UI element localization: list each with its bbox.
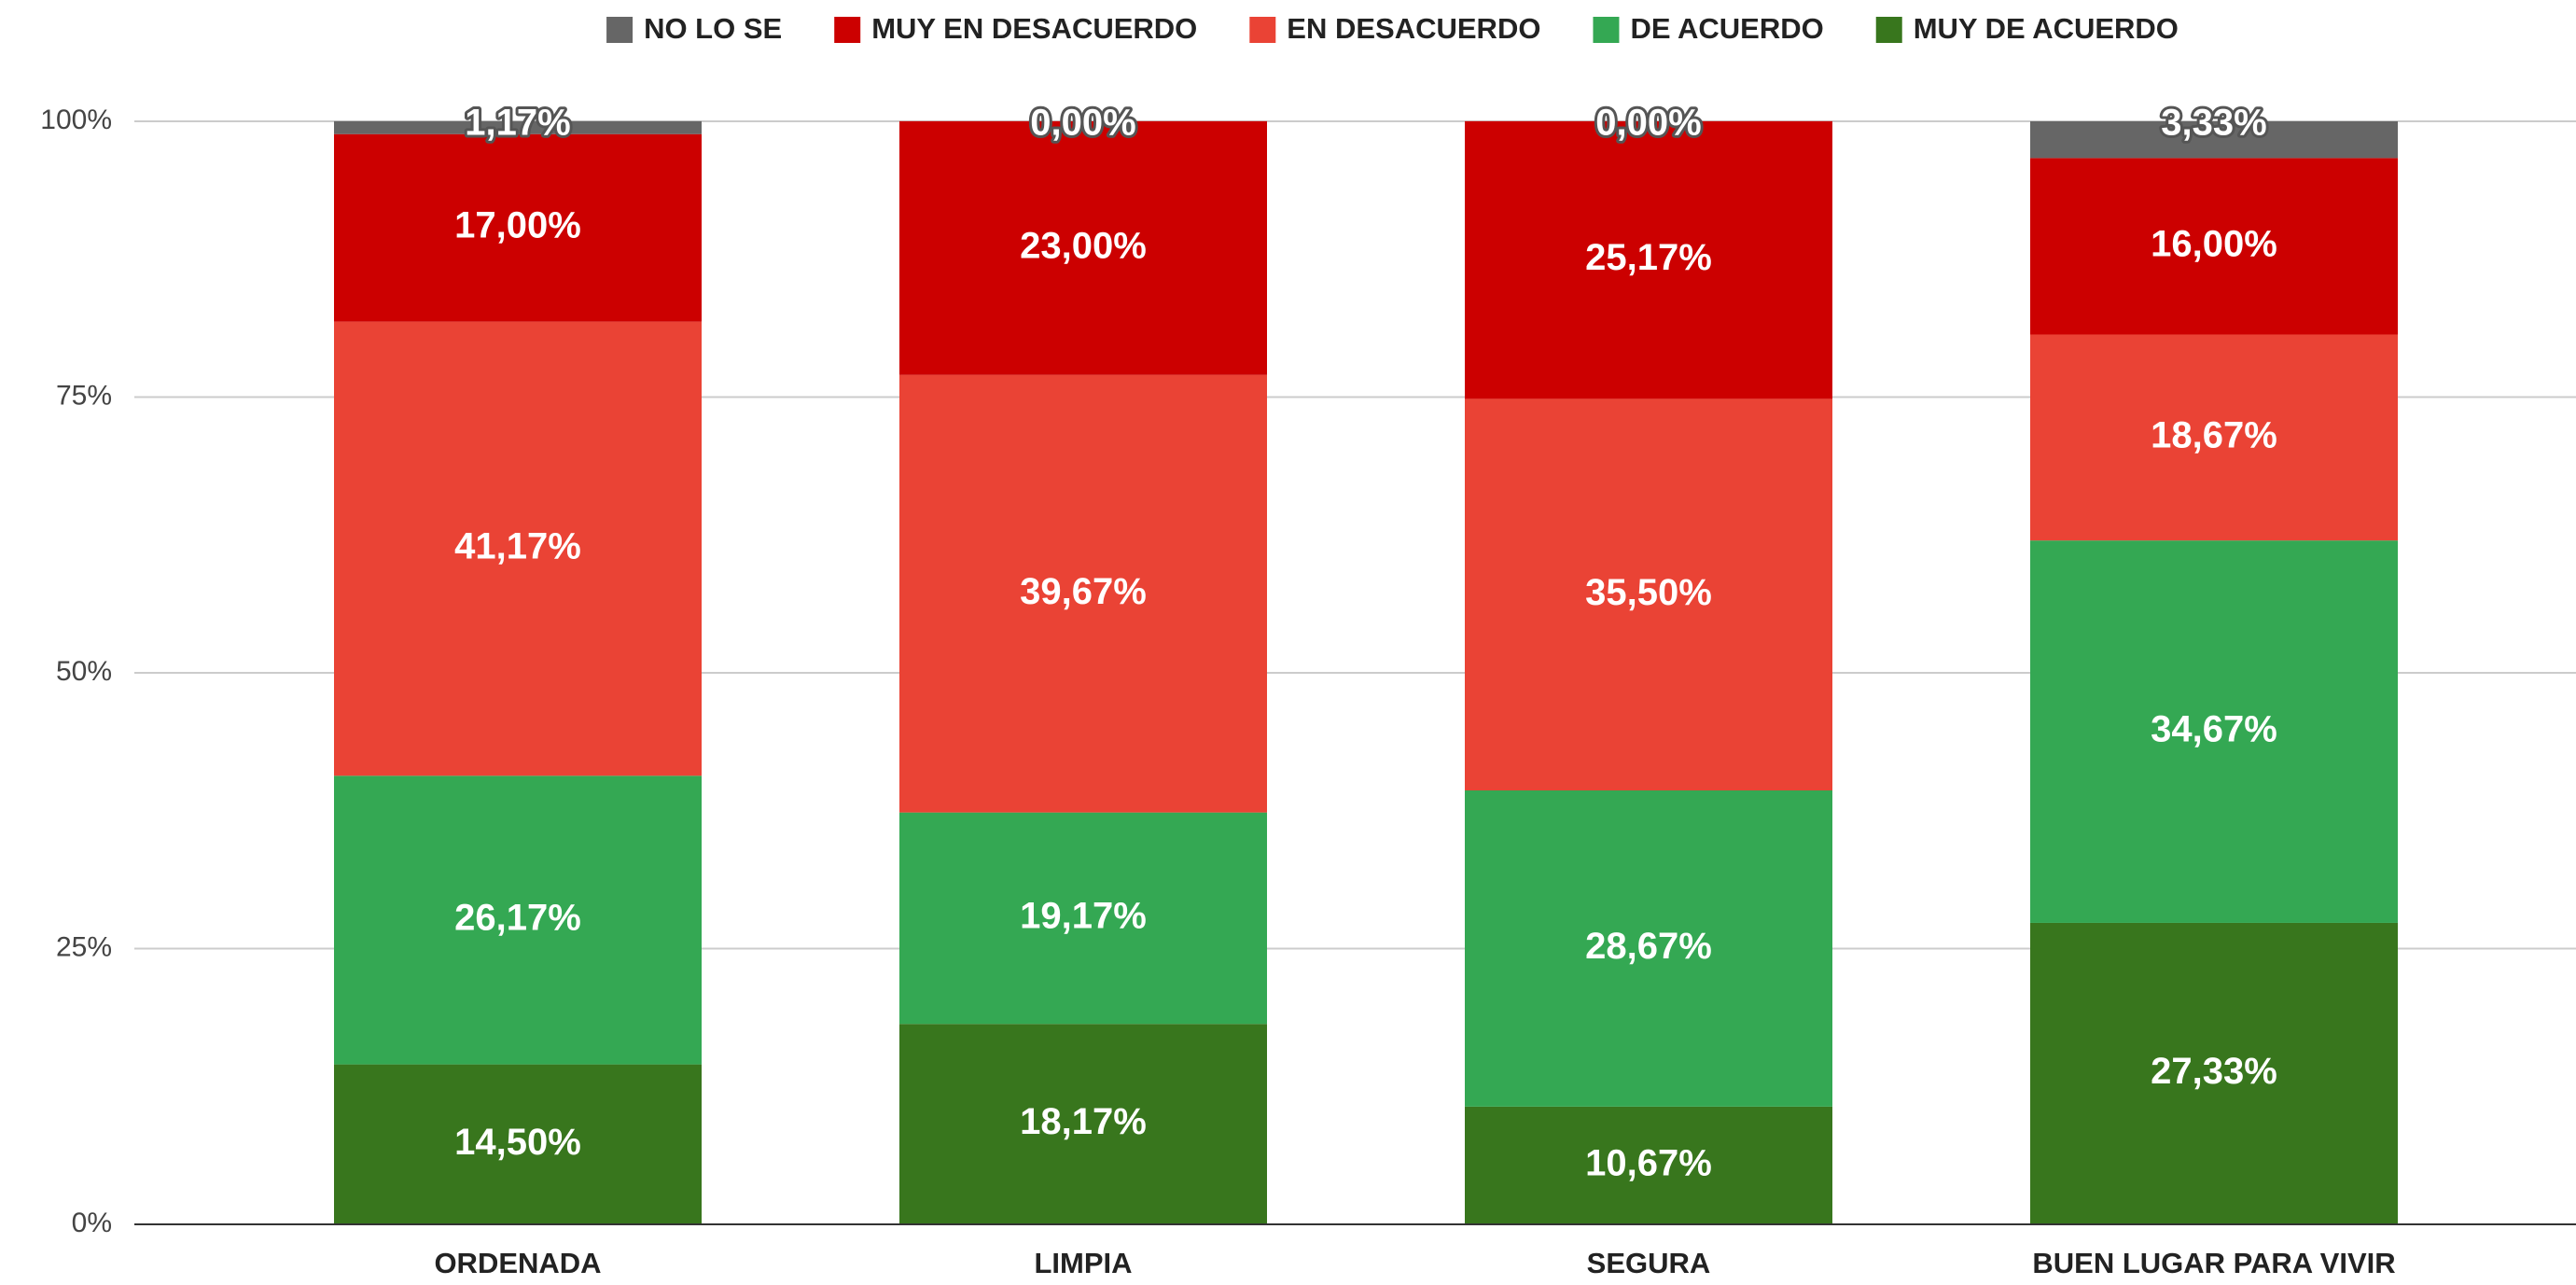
legend-swatch — [1249, 17, 1276, 43]
legend-swatch — [1875, 17, 1902, 43]
bar-segment — [899, 374, 1267, 813]
data-label: 39,67% — [1020, 571, 1147, 612]
bar-segment — [899, 1024, 1267, 1224]
legend-label: DE ACUERDO — [1630, 12, 1823, 45]
bar-segment — [2030, 158, 2398, 335]
legend-label: NO LO SE — [644, 12, 782, 45]
bar-segment — [1465, 1106, 1832, 1224]
data-label: 18,67% — [2151, 414, 2277, 455]
bar-segment — [1465, 120, 1832, 399]
x-tick-label: ORDENADA — [434, 1247, 601, 1279]
data-label: 16,00% — [2151, 223, 2277, 264]
data-label: 17,00% — [454, 205, 581, 246]
data-label: 14,50% — [454, 1122, 581, 1163]
data-label: 0,00% — [1030, 102, 1135, 143]
data-label: 19,17% — [1020, 895, 1147, 936]
x-tick-label: LIMPIA — [1034, 1247, 1132, 1279]
data-label: 27,33% — [2151, 1051, 2277, 1092]
data-label: 26,17% — [454, 898, 581, 939]
bar-segment — [899, 812, 1267, 1025]
y-tick-label: 0% — [72, 1208, 112, 1238]
x-tick-label: SEGURA — [1587, 1247, 1711, 1279]
legend-label: MUY DE ACUERDO — [1914, 12, 2179, 45]
legend-label: EN DESACUERDO — [1287, 12, 1540, 45]
data-label: 35,50% — [1585, 572, 1712, 613]
bar-segment — [2030, 540, 2398, 923]
y-tick-label: 100% — [40, 105, 112, 135]
legend-label: MUY EN DESACUERDO — [871, 12, 1197, 45]
legend: NO LO SE MUY EN DESACUERDO EN DESACUERDO DE… — [606, 12, 2179, 45]
bar-segment — [1465, 398, 1832, 791]
bar-segment — [334, 1064, 702, 1224]
bar-segment — [334, 775, 702, 1065]
bar-segment — [334, 120, 702, 134]
data-label: 41,17% — [454, 526, 581, 567]
legend-swatch — [606, 17, 634, 43]
x-tick-label: BUEN LUGAR PARA VIVIR — [2032, 1247, 2395, 1279]
data-label: 10,67% — [1585, 1143, 1712, 1184]
bar-segment — [1465, 790, 1832, 1107]
bar-segment — [2030, 334, 2398, 541]
data-label: 3,33% — [2161, 103, 2266, 144]
bar-segment — [334, 321, 702, 776]
data-label: 23,00% — [1020, 225, 1147, 266]
data-label: 18,17% — [1020, 1101, 1147, 1142]
bar-segment — [334, 133, 702, 322]
bar-segment — [2030, 121, 2398, 159]
bar-segment — [899, 120, 1267, 375]
legend-swatch — [1593, 17, 1620, 43]
data-label: 34,67% — [2151, 709, 2277, 750]
y-tick-label: 50% — [56, 656, 112, 687]
y-tick-label: 25% — [56, 931, 112, 962]
data-label: 0,00% — [1595, 102, 1701, 143]
data-label: 25,17% — [1585, 237, 1712, 278]
data-label: 28,67% — [1585, 926, 1712, 967]
legend-swatch — [834, 17, 861, 43]
bar-segment — [2030, 922, 2398, 1224]
data-label: 1,17% — [465, 102, 570, 143]
y-tick-label: 75% — [56, 380, 112, 411]
